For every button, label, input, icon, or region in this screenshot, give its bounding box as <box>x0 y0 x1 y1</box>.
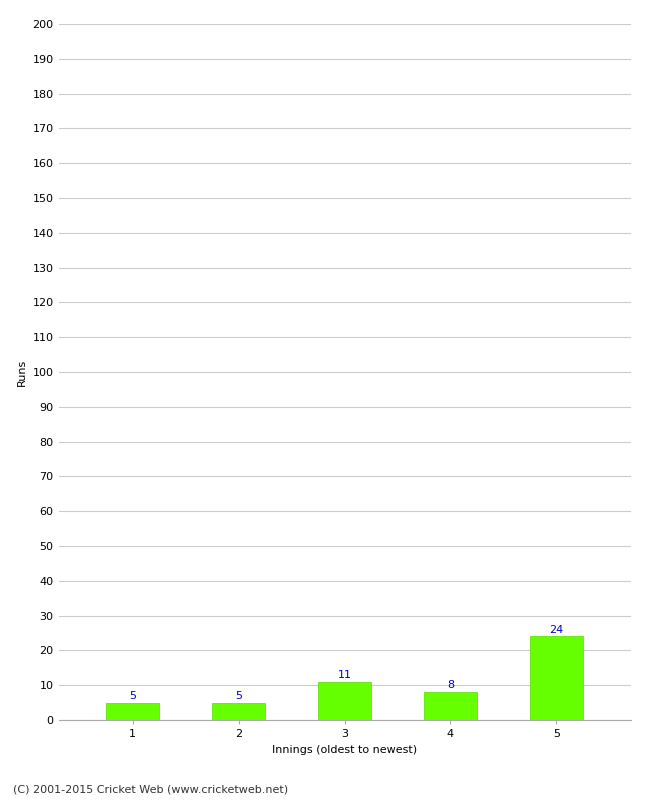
X-axis label: Innings (oldest to newest): Innings (oldest to newest) <box>272 745 417 754</box>
Text: (C) 2001-2015 Cricket Web (www.cricketweb.net): (C) 2001-2015 Cricket Web (www.cricketwe… <box>13 784 288 794</box>
Y-axis label: Runs: Runs <box>17 358 27 386</box>
Text: 24: 24 <box>549 625 564 634</box>
Text: 5: 5 <box>235 691 242 701</box>
Bar <box>106 702 159 720</box>
Bar <box>318 682 371 720</box>
Text: 8: 8 <box>447 681 454 690</box>
Text: 11: 11 <box>337 670 352 680</box>
Bar <box>530 637 583 720</box>
Bar <box>424 692 477 720</box>
Text: 5: 5 <box>129 691 136 701</box>
Bar <box>212 702 265 720</box>
